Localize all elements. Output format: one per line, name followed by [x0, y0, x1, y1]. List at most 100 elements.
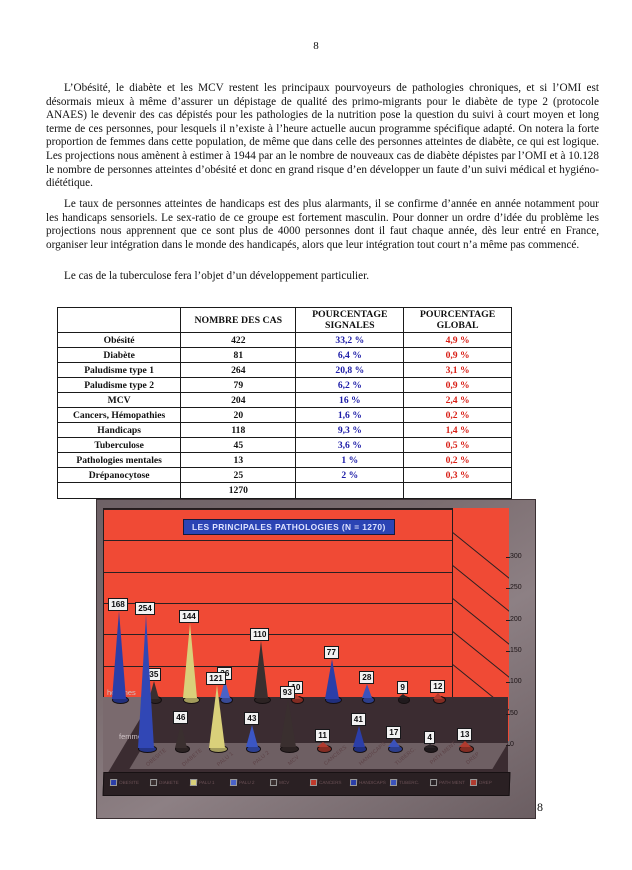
legend-label: MCV [278, 780, 290, 785]
legend-item[interactable]: PALU 1 [189, 779, 215, 786]
cell-cases: 25 [180, 467, 297, 483]
y-axis-tick: 0 [506, 741, 514, 748]
legend-item[interactable]: PALU 2 [229, 779, 255, 786]
legend-item[interactable]: DREP [469, 779, 492, 786]
cell-global: 2,4 % [403, 392, 512, 408]
cone-hommes-path-ment [397, 694, 408, 699]
cell-signales: 16 % [295, 392, 405, 408]
cell-cases: 20 [180, 407, 297, 423]
cell-global: 0,2 % [403, 452, 512, 468]
cell-cases: 118 [180, 422, 297, 438]
cell-signales: 20,8 % [295, 362, 405, 378]
legend-item[interactable]: OBESITE [109, 779, 139, 786]
cone-hommes-cancers [291, 693, 302, 699]
paragraph-1: L’Obésité, le diabète et les MCV restent… [46, 82, 599, 190]
table-row: Paludisme type 2 79 6,2 % 0,9 % [56, 377, 512, 393]
cone-value-label: 43 [244, 712, 260, 726]
cell-global: 1,4 % [403, 422, 512, 438]
legend-item[interactable]: MCV [269, 779, 290, 786]
cone-value-label: 28 [359, 671, 375, 685]
header-pourcentage-global: POURCENTAGE GLOBAL [403, 307, 512, 333]
table-row: MCV 204 16 % 2,4 % [56, 392, 512, 408]
cell-signales: 33,2 % [295, 332, 405, 348]
chart-y-axis: 0 50 100 150 200 250 300 [506, 508, 534, 748]
page-number-top: 8 [313, 40, 319, 52]
cell-signales: 1,6 % [295, 407, 405, 423]
chart-gridline [104, 665, 452, 667]
y-axis-tick: 150 [506, 647, 522, 654]
cell-cases: 13 [180, 452, 297, 468]
pathologies-3d-chart: LES PRINCIPALES PATHOLOGIES (N = 1270) 0… [96, 499, 536, 819]
table-row: Obésité 422 33,2 % 4,9 % [56, 332, 512, 348]
cell-signales: 6,2 % [295, 377, 405, 393]
cone-value-label: 110 [250, 628, 270, 642]
cell-cases: 79 [180, 377, 297, 393]
cell-label: MCV [56, 392, 182, 408]
chart-gridline [104, 509, 452, 510]
table-body: Obésité 422 33,2 % 4,9 % Diabète 81 6,4 % 0,9 %… [56, 332, 512, 499]
cone-femmes-palu-2 [246, 725, 259, 748]
pathologies-table: NOMBRE DES CAS POURCENTAGE SIGNALES POUR… [56, 307, 512, 499]
chart-gridline [104, 540, 452, 542]
cone-hommes-drep [433, 692, 444, 699]
legend-item[interactable]: CANCERS [309, 779, 342, 786]
table-total-row: 1270 [56, 482, 512, 499]
legend-label: PATH MENT [438, 780, 465, 785]
cell-signales: 9,3 % [295, 422, 405, 438]
legend-item[interactable]: TUBERC. [389, 779, 420, 786]
cone-femmes-mcv [279, 699, 296, 748]
table-header-row: NOMBRE DES CAS POURCENTAGE SIGNALES POUR… [56, 307, 512, 333]
cone-femmes-drep [459, 741, 472, 748]
cell-global: 0,3 % [403, 467, 512, 483]
header-nombre-des-cas: NOMBRE DES CAS [180, 307, 297, 333]
cone-femmes-diabete [175, 723, 188, 748]
chart-gridline [104, 571, 452, 573]
cell-global [403, 482, 512, 499]
cell-label: Obésité [56, 332, 182, 348]
cone-femmes-tuberc- [388, 739, 401, 748]
cone-value-label: 12 [430, 679, 446, 693]
table-row: Cancers, Hémopathies 20 1,6 % 0,2 % [56, 407, 512, 423]
legend-label: TUBERC. [398, 780, 420, 785]
legend-swatch [429, 779, 438, 786]
cone-value-label: 11 [315, 729, 330, 743]
cone-value-label: 13 [457, 728, 473, 742]
paragraph-3: Le cas de la tuberculose fera l’objet d’… [64, 270, 370, 282]
cell-label: Diabète [56, 347, 182, 363]
legend-item[interactable]: PATH MENT [429, 779, 465, 786]
cone-femmes-cancers [317, 742, 330, 748]
y-axis-tick: 300 [506, 553, 522, 560]
cone-femmes-obesite [137, 614, 154, 748]
legend-item[interactable]: HANDICAPS [349, 779, 386, 786]
cell-label [56, 482, 182, 499]
cell-label: Pathologies mentales [56, 452, 182, 468]
table-row: Tuberculose 45 3,6 % 0,5 % [56, 437, 512, 453]
cone-hommes-diabete [149, 680, 160, 699]
legend-label: DREP [478, 780, 492, 785]
header-line-2: SIGNALES [325, 320, 375, 331]
cell-label: Paludisme type 1 [56, 362, 182, 378]
cell-signales: 3,6 % [295, 437, 405, 453]
cell-global: 3,1 % [403, 362, 512, 378]
legend-swatch [309, 779, 318, 786]
chart-back-wall [103, 508, 453, 698]
header-blank [56, 307, 182, 333]
cell-global: 0,9 % [403, 377, 512, 393]
cone-value-label: 93 [279, 686, 295, 700]
legend-swatch [389, 779, 398, 786]
page-number-bottom: 8 [537, 800, 543, 814]
legend-swatch [229, 779, 238, 786]
cone-hommes-mcv [253, 641, 268, 699]
cone-femmes-palu-1 [208, 684, 225, 748]
legend-item[interactable]: DIABETE [149, 779, 179, 786]
series-label-femmes: femmes [119, 732, 146, 741]
y-axis-tick: 250 [506, 584, 522, 592]
cone-value-label: 17 [386, 726, 402, 740]
cone-femmes-handicaps [352, 726, 365, 748]
cell-label: Handicaps [56, 422, 182, 438]
paragraph-2: Le taux de personnes atteintes de handic… [46, 198, 599, 251]
cone-value-label: 77 [323, 645, 339, 659]
cell-cases: 264 [180, 362, 297, 378]
cell-global: 0,5 % [403, 437, 512, 453]
y-axis-tick: 50 [506, 709, 518, 717]
